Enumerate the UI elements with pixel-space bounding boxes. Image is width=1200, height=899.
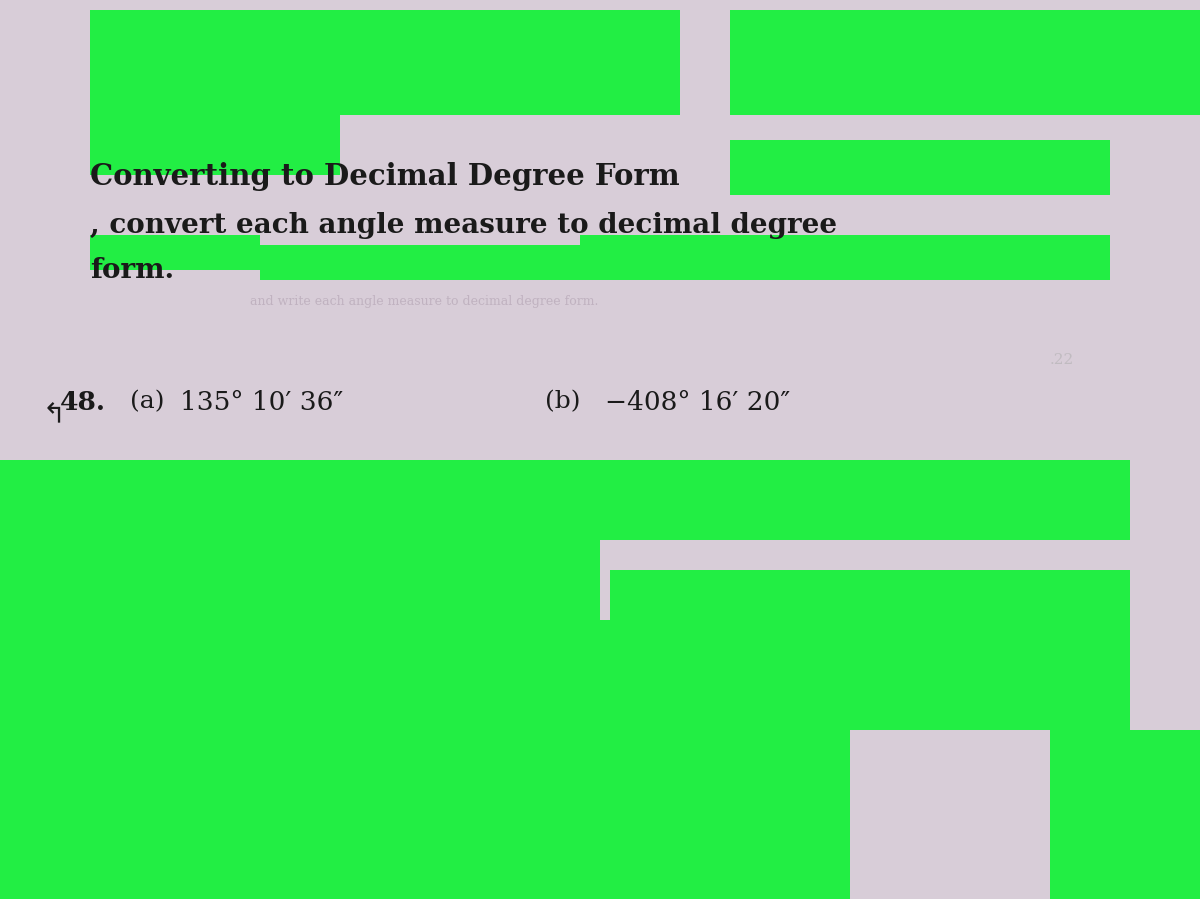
Bar (90, 115, 340, 175)
Bar (260, 245, 580, 280)
Text: , convert each angle measure to decimal degree: , convert each angle measure to decimal … (90, 212, 838, 239)
Text: Converting to Decimal Degree Form: Converting to Decimal Degree Form (90, 162, 679, 191)
Bar (0, 730, 850, 899)
Text: −408° 16′ 20″: −408° 16′ 20″ (605, 389, 791, 414)
Text: 48.: 48. (60, 389, 106, 414)
Bar (580, 235, 1110, 280)
Bar (90, 10, 680, 115)
Text: 135° 10′ 36″: 135° 10′ 36″ (180, 389, 343, 414)
Bar (1050, 730, 1200, 899)
Text: and write each angle measure to decimal degree form.: and write each angle measure to decimal … (250, 295, 599, 308)
Bar (730, 10, 1200, 115)
Text: form.: form. (90, 257, 174, 284)
Bar (0, 540, 600, 620)
Bar (610, 570, 1130, 620)
Text: (a): (a) (130, 390, 164, 414)
Text: .22: .22 (1050, 353, 1074, 367)
Bar (90, 235, 260, 270)
Bar (0, 620, 1130, 730)
Text: (b): (b) (545, 390, 581, 414)
Bar (730, 140, 1110, 195)
Text: ↳: ↳ (32, 394, 55, 422)
Bar (0, 460, 1130, 540)
Bar (0, 730, 50, 899)
